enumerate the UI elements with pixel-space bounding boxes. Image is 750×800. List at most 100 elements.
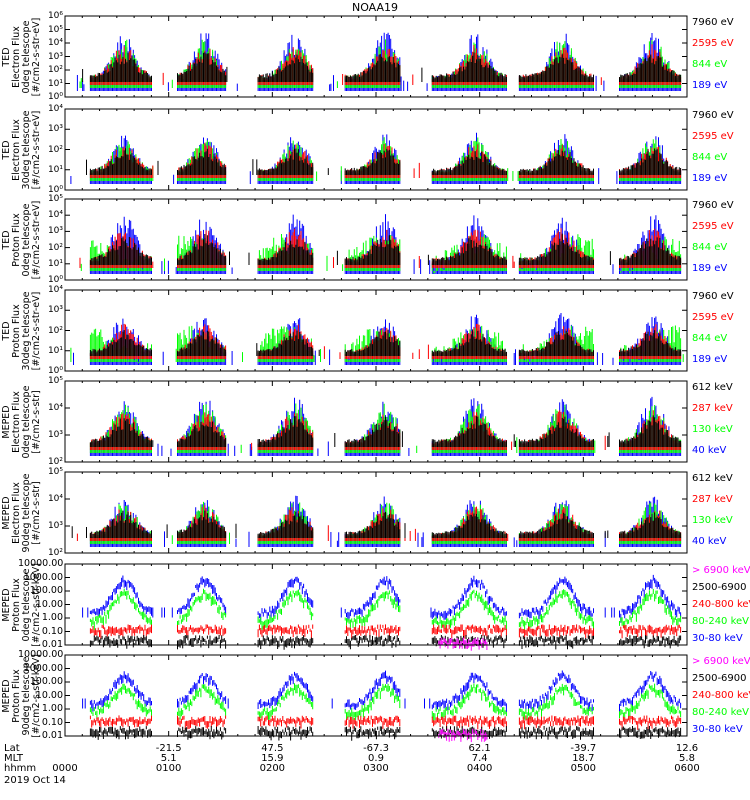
panel-2-plot bbox=[64, 108, 688, 191]
panel-2: TED Electron Flux 30deg telescope [#/cm2-s-… bbox=[0, 104, 750, 195]
ytick-label: 10.00 bbox=[35, 598, 63, 610]
ytick-label: 100.00 bbox=[29, 676, 63, 687]
ytick-label: 100.00 bbox=[29, 585, 63, 596]
xtick-mlt: 15.9 bbox=[261, 753, 284, 764]
xtick-lat: -67.3 bbox=[363, 743, 389, 754]
legend-entry: 844 eV bbox=[692, 152, 728, 163]
xtick-mlt: 5.1 bbox=[160, 753, 177, 764]
legend-entry: 189 eV bbox=[692, 354, 728, 365]
ytick-label: 1000.00 bbox=[23, 662, 63, 674]
ytick-label: 10³ bbox=[47, 51, 63, 62]
xtick-lat: -39.7 bbox=[570, 743, 597, 754]
xtick-lat: 62.1 bbox=[468, 743, 491, 754]
ytick-label: 10¹ bbox=[47, 164, 63, 175]
ytick-label: 10² bbox=[47, 457, 63, 467]
ytick-label: 10⁵ bbox=[47, 376, 63, 386]
legend-entry: 844 eV bbox=[692, 333, 728, 344]
xaxis-row-label: hhmm bbox=[4, 763, 37, 774]
ytick-label: 10² bbox=[47, 548, 63, 558]
series-black bbox=[89, 233, 682, 265]
ytick-label: 10000.00 bbox=[18, 649, 64, 660]
xtick-mlt: 7.4 bbox=[471, 753, 488, 764]
xtick-hhmm: 0600 bbox=[674, 763, 700, 774]
xtick-hhmm: 0400 bbox=[466, 763, 493, 774]
legend-entry: 30-80 keV bbox=[692, 724, 743, 735]
xaxis-row-label: MLT bbox=[4, 753, 23, 764]
panel-8-plot bbox=[64, 654, 688, 743]
legend-entry: 189 eV bbox=[692, 173, 728, 184]
legend-entry: 844 eV bbox=[692, 59, 728, 70]
legend-entry: 2595 eV bbox=[692, 38, 734, 49]
legend-entry: > 6900 keV bbox=[692, 565, 750, 576]
ytick-label: 0.10 bbox=[41, 716, 63, 728]
chart-title: NOAA19 bbox=[351, 1, 399, 14]
ytick-label: 10³ bbox=[47, 430, 63, 440]
panel-6: MEPED Electron Flux 90deg telescope [#/cm2-… bbox=[0, 467, 750, 558]
ytick-label: 10⁴ bbox=[47, 104, 63, 114]
series-black bbox=[71, 510, 682, 538]
series-black bbox=[89, 415, 682, 447]
xtick-lat: 12.6 bbox=[675, 743, 699, 754]
ytick-label: 10⁵ bbox=[47, 24, 63, 35]
xtick-mlt: 0.9 bbox=[368, 753, 384, 764]
panel-6-plot bbox=[64, 471, 688, 554]
ytick-label: 10³ bbox=[47, 124, 63, 135]
series-black bbox=[89, 635, 682, 650]
legend-entry: 612 keV bbox=[692, 473, 733, 484]
panel-7: MEPED Proton Flux 0deg telescope [#/cm2-s-s… bbox=[0, 558, 750, 651]
ytick-label: 10¹ bbox=[47, 78, 63, 89]
ytick-label: 0.01 bbox=[41, 730, 63, 741]
panel-4-plot bbox=[64, 289, 688, 372]
ytick-label: 10³ bbox=[47, 521, 63, 531]
series-blue bbox=[82, 574, 682, 623]
panel-1: TED Electron Flux 0deg telescope [#/cm2-s-s… bbox=[0, 11, 750, 102]
ytick-label: 10¹ bbox=[47, 345, 63, 356]
legend-entry: 844 eV bbox=[692, 242, 728, 253]
ytick-label: 10² bbox=[47, 65, 63, 75]
legend-entry: 130 keV bbox=[692, 424, 733, 435]
panel-4: TED Proton Flux 30deg telescope [#/cm2-s-st… bbox=[0, 285, 750, 376]
xtick-hhmm: 0100 bbox=[155, 763, 182, 774]
ytick-label: 10² bbox=[47, 325, 63, 336]
xtick-hhmm: 0000 bbox=[52, 763, 78, 774]
series-red bbox=[89, 715, 682, 731]
legend-entry: > 6900 keV bbox=[692, 656, 750, 667]
xtick-hhmm: 0300 bbox=[363, 763, 389, 774]
legend-entry: 40 keV bbox=[692, 536, 727, 547]
panel-7-plot bbox=[64, 563, 688, 651]
ytick-label: 0.10 bbox=[41, 625, 63, 637]
ytick-label: 10³ bbox=[47, 226, 63, 237]
ytick-label: 0.01 bbox=[41, 639, 63, 650]
panel-5-plot bbox=[64, 380, 688, 463]
ytick-label: 10³ bbox=[47, 305, 63, 316]
legend-entry: 2595 eV bbox=[692, 131, 734, 142]
panel-5: MEPED Electron Flux 0deg telescope [#/cm2-s… bbox=[0, 376, 750, 467]
xtick-lat: 47.5 bbox=[261, 743, 284, 754]
legend-entry: 7960 eV bbox=[692, 291, 734, 302]
series-black bbox=[82, 52, 682, 82]
ytick-label: 10⁴ bbox=[47, 285, 63, 295]
ytick-label: 1.00 bbox=[41, 612, 63, 623]
ytick-label: 10⁰ bbox=[47, 185, 63, 195]
ytick-label: 10² bbox=[47, 242, 63, 253]
panel-3-plot bbox=[64, 198, 688, 281]
legend-entry: 612 keV bbox=[692, 382, 733, 393]
legend-entry: 130 keV bbox=[692, 515, 733, 526]
ytick-label: 10⁴ bbox=[47, 403, 63, 413]
ytick-label: 10000.00 bbox=[18, 558, 64, 569]
series-green bbox=[89, 588, 682, 631]
ytick-label: 10⁴ bbox=[47, 494, 63, 504]
series-black bbox=[86, 148, 682, 175]
legend-entry: 7960 eV bbox=[692, 17, 734, 28]
legend-entry: 240-800 keV bbox=[692, 690, 750, 701]
legend-entry: 2500-6900 bbox=[692, 582, 747, 593]
series-blue bbox=[82, 670, 682, 712]
legend-entry: 189 eV bbox=[692, 80, 728, 91]
series-black bbox=[89, 329, 682, 356]
legend-entry: 7960 eV bbox=[692, 200, 734, 211]
ytick-label: 10¹ bbox=[47, 258, 63, 269]
legend-entry: 189 eV bbox=[692, 263, 728, 274]
date-label: 2019 Oct 14 bbox=[4, 775, 66, 786]
xtick-mlt: 5.8 bbox=[679, 753, 695, 764]
legend-entry: 30-80 keV bbox=[692, 633, 743, 644]
